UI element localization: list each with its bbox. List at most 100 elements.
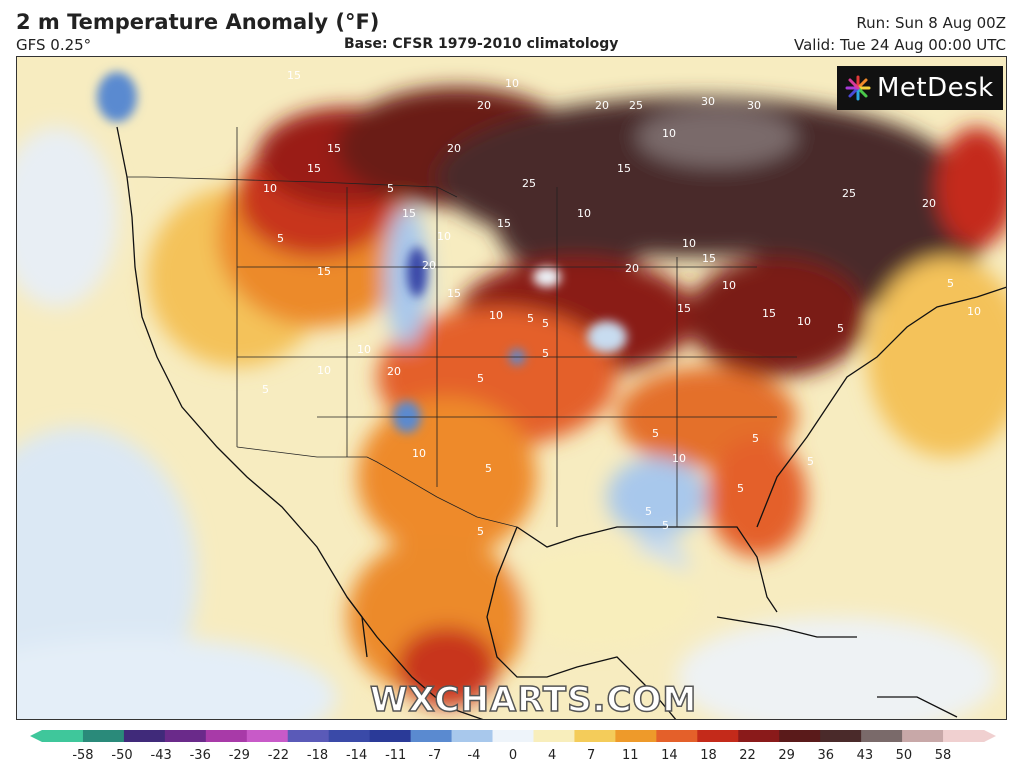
- contour-label: 10: [722, 279, 736, 292]
- colorbar-segment: [123, 730, 166, 742]
- contour-label: 25: [842, 187, 856, 200]
- contour-label: 15: [317, 265, 331, 278]
- contour-label: 10: [682, 237, 696, 250]
- contour-label: 10: [263, 182, 277, 195]
- colorbar-segment: [492, 730, 534, 742]
- colorbar-segment: [369, 730, 412, 742]
- contour-label: 10: [317, 364, 331, 377]
- color-scale-labels: -58 -50 -43 -36 -29 -22 -18 -14 -11 -7 -4 0 4 7 11 14 18…: [0, 748, 1024, 768]
- map-canvas: 15 20 10 20 25 30 30 15 20 10 25 15 15 10 5 10 15 5 10 15 20…: [17, 57, 1006, 719]
- wxcharts-watermark: WXCHARTS.COM: [369, 679, 698, 721]
- colorbar-segment: [451, 730, 494, 742]
- base-climatology-label: Base: CFSR 1979-2010 climatology: [344, 36, 619, 52]
- colorbar-tick-label: -58: [72, 748, 94, 763]
- contour-label: 15: [497, 217, 511, 230]
- contour-label: 15: [402, 207, 416, 220]
- contour-label: 5: [527, 312, 534, 325]
- contour-label: 10: [967, 305, 981, 318]
- contour-label: 10: [662, 127, 676, 140]
- colorbar-tick-label: 29: [778, 748, 795, 763]
- contour-label: 10: [357, 343, 371, 356]
- contour-label: 20: [477, 99, 491, 112]
- contour-label: 5: [542, 317, 549, 330]
- colorbar-segment: [82, 730, 125, 742]
- contour-label: 10: [797, 315, 811, 328]
- contour-label: 5: [542, 347, 549, 360]
- contour-label: 5: [277, 232, 284, 245]
- metdesk-logo-text: MetDesk: [877, 73, 994, 103]
- contour-label: 5: [652, 427, 659, 440]
- colorbar-tick-label: 58: [934, 748, 952, 763]
- colorbar-tick-label: -18: [306, 748, 329, 763]
- contour-label: 5: [737, 482, 744, 495]
- contour-label: 5: [485, 462, 492, 475]
- contour-labels: 15 20 10 20 25 30 30 15 20 10 25 15 15 10 5 10 15 5 10 15 20…: [262, 69, 981, 538]
- contour-label: 15: [287, 69, 301, 82]
- contour-label: 15: [762, 307, 776, 320]
- colorbar-segment: [738, 730, 780, 742]
- colorbar-segment: [164, 730, 207, 742]
- contour-label: 10: [505, 77, 519, 90]
- color-scale-bar: [30, 730, 996, 742]
- colorbar-segment: [42, 730, 84, 742]
- contour-label: 15: [677, 302, 691, 315]
- colorbar-tick-label: -36: [189, 748, 211, 763]
- contour-label: 20: [922, 197, 936, 210]
- run-time-label: Run: Sun 8 Aug 00Z: [856, 14, 1006, 32]
- colorbar-segment: [287, 730, 330, 742]
- model-label: GFS 0.25°: [16, 36, 92, 54]
- map-title: 2 m Temperature Anomaly (°F): [16, 10, 380, 34]
- colorbar-segment: [779, 730, 821, 742]
- contour-label: 5: [807, 455, 814, 468]
- contour-label: 15: [702, 252, 716, 265]
- colorbar-segment: [410, 730, 453, 742]
- contour-label: 5: [752, 432, 759, 445]
- colorbar-tick-label: -29: [228, 748, 250, 763]
- colorbar-segment: [328, 730, 371, 742]
- colorbar-tick-label: -50: [111, 748, 133, 763]
- contour-label: 15: [327, 142, 341, 155]
- colorbar-segment: [861, 730, 903, 742]
- colorbar-segment: [246, 730, 289, 742]
- contour-label: 5: [645, 505, 652, 518]
- contour-label: 10: [577, 207, 591, 220]
- colorbar-tick-label: -4: [467, 748, 481, 763]
- colorbar-tick-label: 36: [817, 748, 835, 763]
- colorbar-segment: [656, 730, 698, 742]
- colorbar-tick-label: 43: [856, 748, 874, 763]
- colorbar-tick-label: 50: [895, 748, 913, 763]
- contour-label: 10: [412, 447, 426, 460]
- contour-label: 20: [387, 365, 401, 378]
- contour-label: 10: [672, 452, 686, 465]
- contour-label: 30: [701, 95, 715, 108]
- contour-label: 5: [262, 383, 269, 396]
- contour-label: 20: [447, 142, 461, 155]
- colorbar-tick-label: -22: [267, 748, 290, 763]
- contour-label: 5: [387, 182, 394, 195]
- contour-label: 15: [307, 162, 321, 175]
- metdesk-logo-icon: [845, 75, 871, 101]
- colorbar-tick-label: -11: [385, 748, 407, 763]
- colorbar-segment: [615, 730, 657, 742]
- colorbar-tick-label: 0: [508, 748, 518, 763]
- colorbar-segment: [902, 730, 944, 742]
- contour-label: 15: [447, 287, 461, 300]
- anomaly-field: [17, 87, 1006, 719]
- colorbar-tick-label: -14: [345, 748, 368, 763]
- contour-label: 25: [522, 177, 536, 190]
- colorbar-left-arrow: [30, 730, 42, 742]
- colorbar-tick-label: -7: [428, 748, 442, 763]
- colorbar-tick-label: -43: [150, 748, 172, 763]
- colorbar-segment: [205, 730, 248, 742]
- contour-label: 5: [947, 277, 954, 290]
- colorbar-segment: [533, 730, 575, 742]
- contour-label: 20: [625, 262, 639, 275]
- contour-label: 15: [617, 162, 631, 175]
- contour-label: 20: [422, 259, 436, 272]
- colorbar-segment: [820, 730, 862, 742]
- colorbar-tick-label: 11: [622, 748, 639, 763]
- colorbar-tick-label: 22: [739, 748, 756, 763]
- contour-label: 5: [477, 525, 484, 538]
- contour-label: 25: [629, 99, 643, 112]
- contour-label: 5: [837, 322, 844, 335]
